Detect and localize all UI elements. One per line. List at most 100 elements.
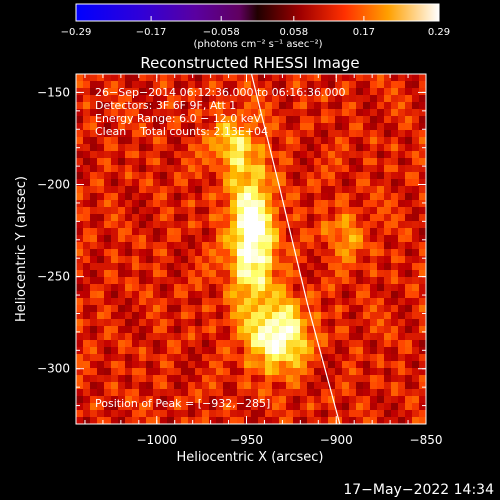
heatmap-cell bbox=[293, 354, 301, 362]
heatmap-cell bbox=[314, 382, 322, 390]
heatmap-cell bbox=[412, 200, 420, 208]
heatmap-cell bbox=[300, 81, 308, 89]
heatmap-cell bbox=[405, 193, 413, 201]
heatmap-cell bbox=[216, 74, 224, 82]
heatmap-cell bbox=[139, 277, 147, 285]
heatmap-cell bbox=[244, 242, 252, 250]
heatmap-cell bbox=[335, 151, 343, 159]
heatmap-cell bbox=[335, 256, 343, 264]
heatmap-cell bbox=[370, 109, 378, 117]
heatmap-cell bbox=[321, 396, 329, 404]
colorbar: −0.29 −0.17 −0.058 0.058 0.17 0.29 (photons c… bbox=[61, 3, 450, 50]
heatmap-cell bbox=[349, 88, 357, 96]
heatmap-cell bbox=[307, 305, 315, 313]
heatmap-cell bbox=[90, 417, 98, 424]
heatmap-cell bbox=[153, 361, 161, 369]
heatmap-cell bbox=[258, 207, 266, 215]
heatmap-cell bbox=[209, 109, 217, 117]
heatmap-cell bbox=[328, 270, 336, 278]
heatmap-cell bbox=[251, 130, 259, 138]
heatmap-cell bbox=[174, 207, 182, 215]
colorbar-tick-label: 0.29 bbox=[428, 27, 450, 38]
heatmap-cell bbox=[258, 242, 266, 250]
heatmap-cell bbox=[398, 88, 406, 96]
heatmap-cell bbox=[321, 347, 329, 355]
heatmap-cell bbox=[272, 347, 280, 355]
heatmap-cell bbox=[363, 158, 371, 166]
heatmap-cell bbox=[244, 200, 252, 208]
heatmap-cell bbox=[370, 326, 378, 334]
heatmap-cell bbox=[370, 200, 378, 208]
heatmap-cell bbox=[125, 158, 133, 166]
heatmap-cell bbox=[244, 284, 252, 292]
heatmap-cell bbox=[167, 340, 175, 348]
heatmap-cell bbox=[195, 130, 203, 138]
heatmap-cell bbox=[244, 116, 252, 124]
heatmap-cell bbox=[244, 88, 252, 96]
heatmap-cell bbox=[188, 214, 196, 222]
heatmap-cell bbox=[244, 95, 252, 103]
heatmap-cell bbox=[237, 340, 245, 348]
heatmap-cell bbox=[398, 396, 406, 404]
heatmap-cell bbox=[139, 361, 147, 369]
heatmap-cell bbox=[363, 375, 371, 383]
heatmap-cell bbox=[125, 109, 133, 117]
heatmap-cell bbox=[342, 410, 350, 418]
heatmap-cell bbox=[391, 95, 399, 103]
heatmap-cell bbox=[167, 81, 175, 89]
heatmap-cell bbox=[76, 361, 84, 369]
heatmap-cell bbox=[153, 200, 161, 208]
heatmap-cell bbox=[181, 207, 189, 215]
heatmap-cell bbox=[230, 361, 238, 369]
heatmap-cell bbox=[146, 305, 154, 313]
heatmap-cell bbox=[377, 88, 385, 96]
heatmap-cell bbox=[118, 165, 126, 173]
heatmap-cell bbox=[230, 410, 238, 418]
heatmap-cell bbox=[181, 249, 189, 257]
heatmap-cell bbox=[188, 200, 196, 208]
heatmap-cell bbox=[419, 375, 426, 383]
heatmap-cell bbox=[97, 214, 105, 222]
heatmap-cell bbox=[335, 368, 343, 376]
heatmap-cell bbox=[279, 256, 287, 264]
heatmap-cell bbox=[223, 396, 231, 404]
heatmap-cell bbox=[125, 284, 133, 292]
heatmap-cell bbox=[111, 256, 119, 264]
heatmap-cell bbox=[279, 165, 287, 173]
heatmap-cell bbox=[286, 144, 294, 152]
heatmap-cell bbox=[405, 81, 413, 89]
heatmap-cell bbox=[125, 116, 133, 124]
heatmap-cell bbox=[202, 368, 210, 376]
heatmap-cell bbox=[83, 109, 91, 117]
heatmap-cell bbox=[342, 165, 350, 173]
heatmap-cell bbox=[90, 123, 98, 131]
heatmap-cell bbox=[195, 249, 203, 257]
heatmap-cell bbox=[391, 368, 399, 376]
heatmap-cell bbox=[251, 326, 259, 334]
heatmap-cell bbox=[412, 158, 420, 166]
heatmap-cell bbox=[300, 319, 308, 327]
heatmap-cell bbox=[195, 396, 203, 404]
heatmap-cell bbox=[398, 284, 406, 292]
heatmap-cell bbox=[90, 116, 98, 124]
heatmap-cell bbox=[377, 81, 385, 89]
heatmap-cell bbox=[391, 270, 399, 278]
heatmap-cell bbox=[279, 396, 287, 404]
heatmap-cell bbox=[132, 172, 140, 180]
heatmap-cell bbox=[349, 193, 357, 201]
heatmap-cell bbox=[83, 284, 91, 292]
heatmap-cell bbox=[188, 256, 196, 264]
heatmap-cell bbox=[398, 172, 406, 180]
heatmap-cell bbox=[153, 88, 161, 96]
heatmap-cell bbox=[139, 270, 147, 278]
heatmap-cell bbox=[237, 81, 245, 89]
heatmap-cell bbox=[363, 333, 371, 341]
heatmap-cell bbox=[419, 354, 426, 362]
heatmap-cell bbox=[251, 284, 259, 292]
heatmap-cell bbox=[195, 228, 203, 236]
heatmap-cell bbox=[398, 389, 406, 397]
heatmap-cell bbox=[314, 396, 322, 404]
heatmap-cell bbox=[167, 179, 175, 187]
heatmap-cell bbox=[125, 172, 133, 180]
heatmap-cell bbox=[377, 312, 385, 320]
